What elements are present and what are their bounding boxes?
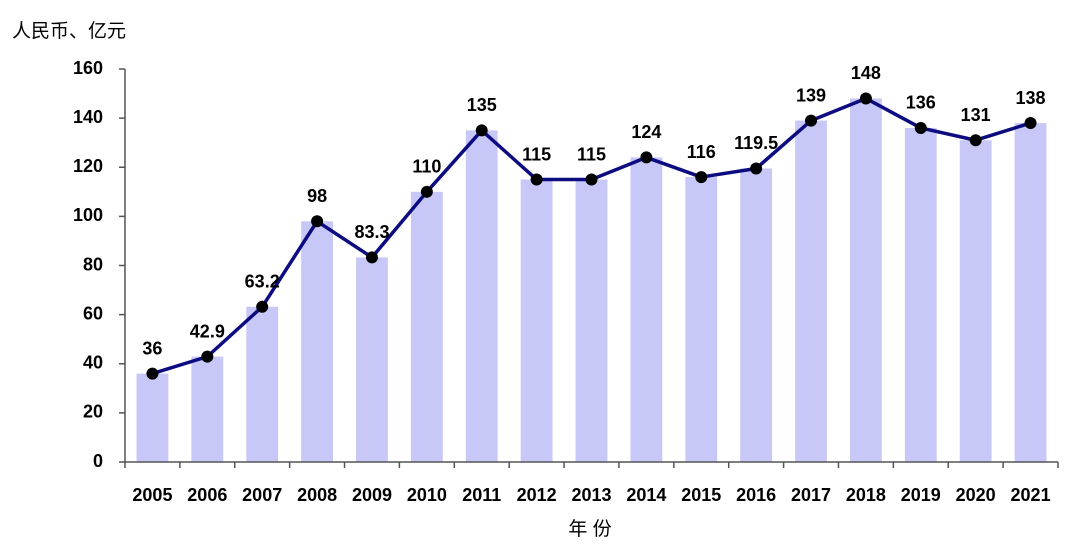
value-label: 136	[906, 93, 936, 113]
x-tick-label: 2013	[571, 485, 611, 505]
bar	[520, 179, 553, 462]
x-tick-label: 2016	[736, 485, 776, 505]
marker	[475, 124, 488, 137]
x-axis-title: 年 份	[568, 518, 611, 540]
value-label: 42.9	[190, 321, 225, 341]
y-axis-title: 人民币、亿元	[12, 20, 126, 42]
value-label: 135	[467, 95, 497, 115]
value-label: 116	[687, 142, 716, 162]
value-label: 36	[142, 338, 162, 358]
bar	[1014, 123, 1047, 462]
value-label: 119.5	[734, 133, 778, 153]
y-tick-label: 40	[83, 353, 103, 373]
y-tick-label: 120	[73, 156, 103, 176]
bar	[630, 157, 663, 463]
x-tick-label: 2018	[846, 485, 886, 505]
value-label: 115	[577, 144, 606, 164]
bar	[191, 356, 224, 462]
y-tick-label: 80	[83, 254, 103, 274]
y-tick-label: 20	[83, 402, 103, 422]
x-tick-label: 2007	[242, 485, 282, 505]
y-tick-label: 160	[73, 58, 103, 78]
marker	[365, 251, 378, 264]
bar	[136, 373, 169, 462]
marker	[256, 300, 269, 313]
marker	[640, 151, 653, 164]
marker	[914, 121, 927, 134]
bar	[356, 257, 388, 462]
value-label: 139	[796, 85, 826, 105]
x-tick-label: 2015	[681, 485, 721, 505]
marker	[530, 173, 543, 186]
x-tick-label: 2011	[462, 485, 501, 505]
x-tick-label: 2005	[132, 485, 172, 505]
bar	[685, 177, 718, 462]
x-tick-label: 2008	[297, 485, 337, 505]
value-label: 131	[961, 105, 991, 125]
bar	[849, 98, 882, 462]
x-tick-label: 2020	[956, 485, 996, 505]
x-tick-label: 2019	[901, 485, 941, 505]
bar	[465, 130, 498, 462]
marker	[585, 173, 598, 186]
bar	[795, 120, 827, 463]
value-label: 115	[522, 144, 551, 164]
value-label: 98	[307, 186, 327, 206]
x-tick-label: 2014	[626, 485, 666, 505]
x-tick-label: 2009	[352, 485, 392, 505]
marker	[969, 134, 982, 147]
value-label: 83.3	[354, 222, 389, 242]
bar	[904, 127, 937, 462]
x-tick-label: 2012	[517, 485, 557, 505]
x-tick-label: 2010	[407, 485, 447, 505]
bar	[740, 168, 773, 462]
x-tick-label: 2017	[791, 485, 831, 505]
marker	[805, 114, 818, 127]
value-label: 63.2	[245, 272, 280, 292]
value-label: 138	[1016, 88, 1046, 108]
bar	[301, 221, 334, 462]
y-tick-label: 0	[93, 451, 103, 471]
bar	[410, 191, 443, 462]
marker	[859, 92, 872, 105]
marker	[1024, 117, 1037, 130]
marker	[201, 350, 214, 363]
bar	[246, 306, 279, 462]
bar	[575, 179, 608, 462]
y-tick-label: 60	[83, 303, 103, 323]
marker	[420, 185, 433, 198]
marker	[311, 215, 324, 228]
x-tick-label: 2006	[187, 485, 227, 505]
marker	[146, 367, 159, 380]
value-label: 124	[631, 122, 661, 142]
y-tick-label: 100	[73, 205, 103, 225]
x-tick-label: 2021	[1011, 485, 1051, 505]
value-label: 148	[851, 63, 881, 83]
marker	[695, 171, 708, 184]
bar	[959, 140, 992, 462]
marker	[750, 162, 763, 175]
y-tick-label: 140	[73, 107, 103, 127]
value-label: 110	[412, 157, 441, 177]
